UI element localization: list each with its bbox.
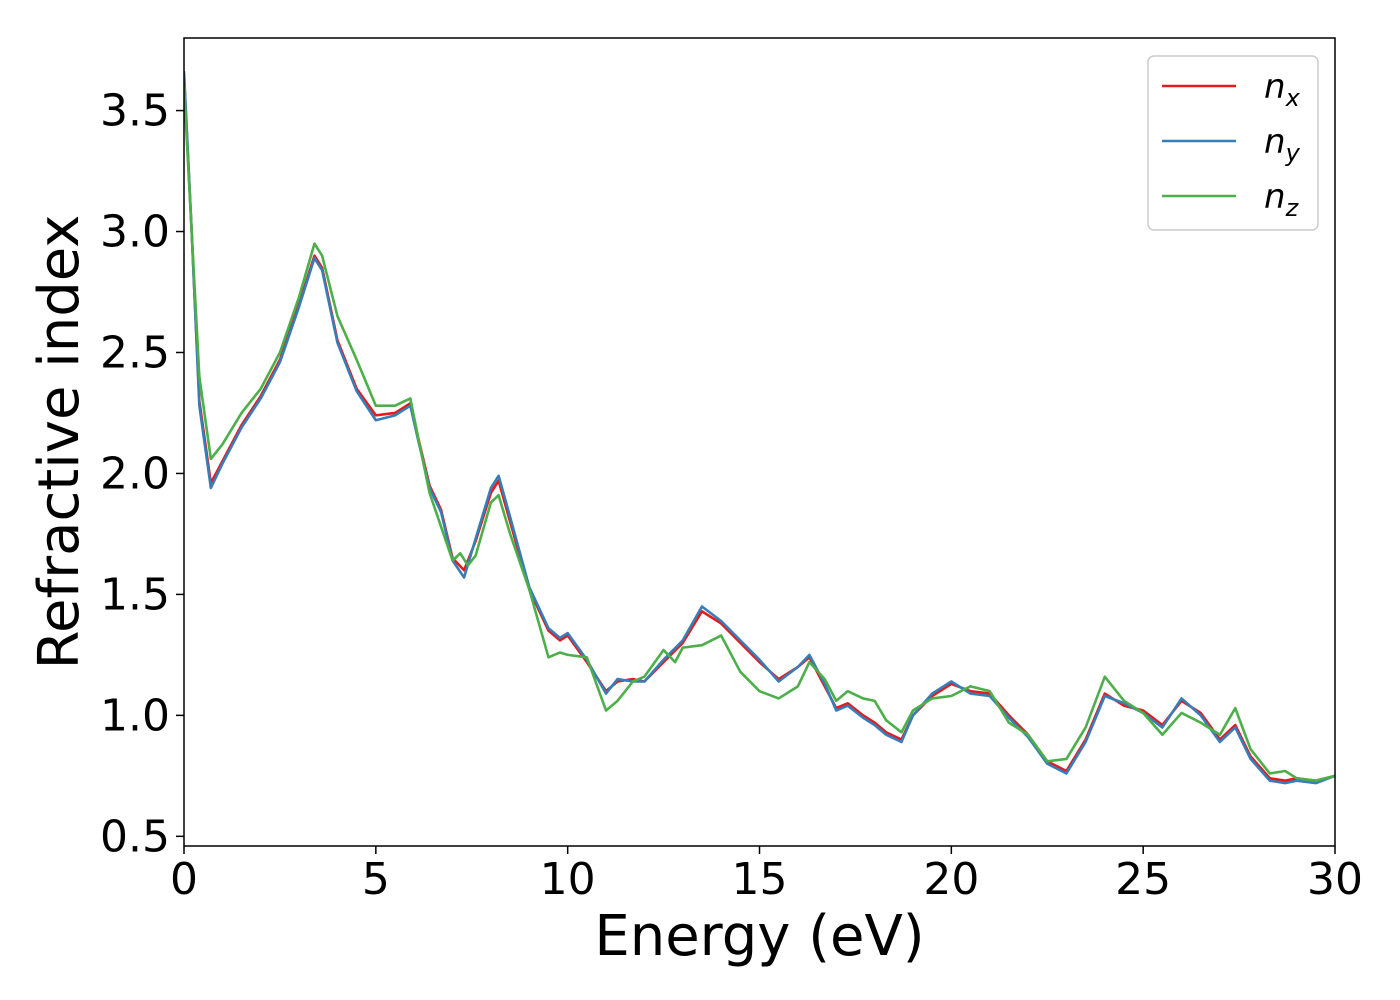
- x-axis-ticks: 0 5 10 15 20 25 30: [170, 846, 1363, 905]
- series-line-x: [184, 72, 1335, 782]
- y-tick-label: 3.5: [100, 86, 170, 137]
- y-tick-label: 2.5: [100, 327, 170, 378]
- x-tick-label: 20: [923, 854, 979, 905]
- x-tick-label: 10: [540, 854, 596, 905]
- y-axis-ticks: 0.5 1.0 1.5 2.0 2.5 3.0 3.5: [100, 86, 184, 862]
- legend-label-x: nx: [1264, 67, 1301, 112]
- series-layer: [184, 70, 1335, 785]
- x-tick-label: 5: [362, 854, 390, 905]
- legend-label-z: nz: [1264, 177, 1300, 222]
- series-line-y: [184, 70, 1335, 785]
- x-axis-title: Energy (eV): [594, 904, 924, 969]
- legend-label-y: ny: [1264, 122, 1301, 167]
- y-tick-label: 1.0: [100, 690, 170, 741]
- x-tick-label: 25: [1115, 854, 1171, 905]
- y-tick-label: 0.5: [100, 811, 170, 862]
- y-tick-label: 3.0: [100, 207, 170, 258]
- x-tick-label: 15: [732, 854, 788, 905]
- x-tick-label: 30: [1307, 854, 1363, 905]
- legend-box: [1147, 55, 1319, 231]
- y-tick-label: 1.5: [100, 569, 170, 620]
- x-tick-label: 0: [170, 854, 198, 905]
- y-axis-title: Refractive index: [27, 215, 92, 670]
- legend: nx ny nz: [1147, 55, 1319, 231]
- y-tick-label: 2.0: [100, 448, 170, 499]
- series-line-z: [184, 85, 1335, 782]
